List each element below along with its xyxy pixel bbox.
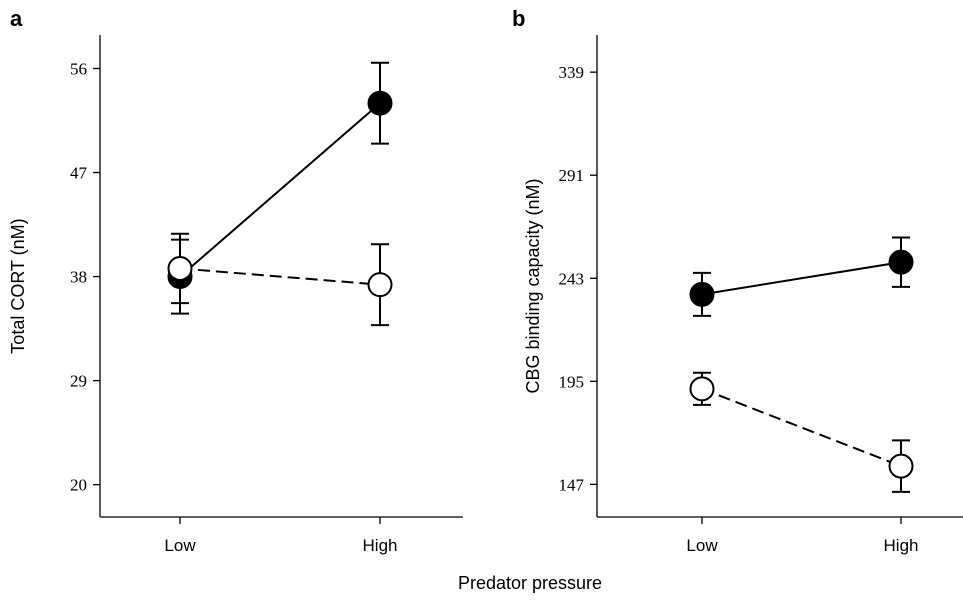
- panel-a-letter: a: [10, 6, 23, 31]
- data-point-open: [888, 453, 914, 479]
- y-tick-label: 56: [70, 60, 87, 79]
- data-point-filled: [367, 90, 393, 116]
- data-point-open: [689, 376, 715, 402]
- x-category-label: Low: [164, 536, 196, 555]
- x-category-label: High: [884, 536, 919, 555]
- panel-a: a 20 29 38 47 56 Low High Total CORT (nM): [8, 6, 463, 555]
- y-tick-label: 20: [70, 476, 87, 495]
- y-tick-label: 291: [559, 166, 585, 185]
- y-axis-title: Total CORT (nM): [8, 218, 28, 353]
- series-filled-line: [179, 102, 381, 278]
- series-filled-line: [701, 261, 902, 296]
- y-tick-label: 47: [70, 164, 88, 183]
- x-category-label: High: [363, 536, 398, 555]
- series-open-line: [179, 267, 381, 286]
- y-tick-label: 147: [559, 475, 585, 494]
- data-point-filled: [888, 249, 914, 275]
- series-open-line: [701, 387, 902, 468]
- y-tick-label: 38: [70, 268, 87, 287]
- data-point-open: [167, 255, 193, 281]
- y-axis-title: CBG binding capacity (nM): [523, 178, 543, 393]
- panel-b-letter: b: [512, 6, 525, 31]
- x-category-label: Low: [686, 536, 718, 555]
- data-point-filled: [689, 281, 715, 307]
- y-tick-label: 195: [559, 372, 585, 391]
- shared-x-axis-label: Predator pressure: [458, 573, 602, 593]
- panel-b: b 147 195 243 291 339 Low High CBG binding capa…: [512, 6, 963, 555]
- data-point-open: [367, 272, 393, 298]
- y-tick-label: 29: [70, 372, 87, 391]
- y-tick-label: 339: [559, 63, 585, 82]
- y-tick-label: 243: [559, 269, 585, 288]
